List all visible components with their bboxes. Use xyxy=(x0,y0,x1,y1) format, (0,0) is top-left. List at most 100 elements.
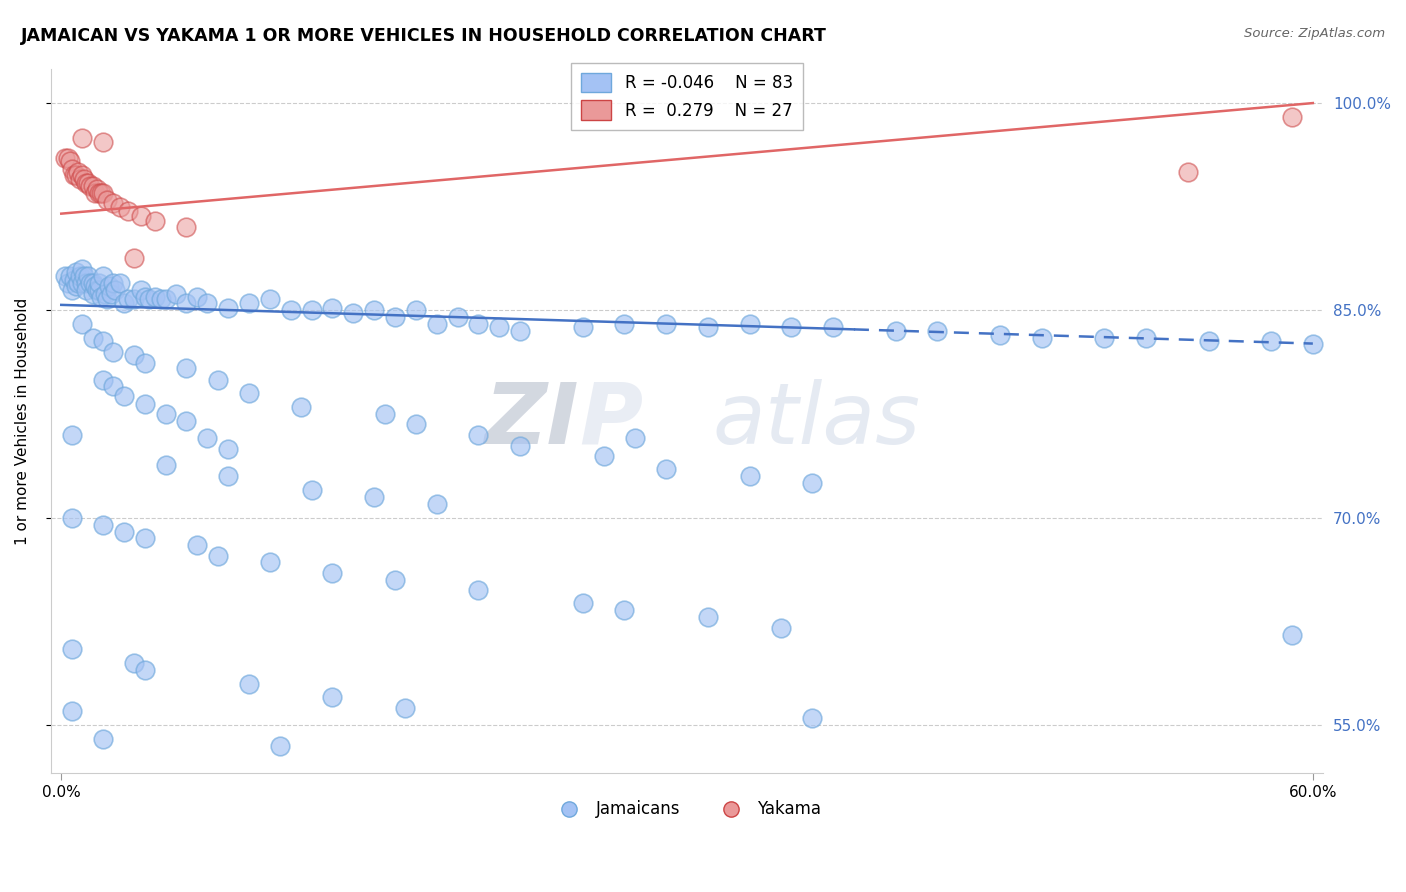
Text: JAMAICAN VS YAKAMA 1 OR MORE VEHICLES IN HOUSEHOLD CORRELATION CHART: JAMAICAN VS YAKAMA 1 OR MORE VEHICLES IN… xyxy=(21,27,827,45)
Point xyxy=(655,462,678,476)
Point xyxy=(290,400,312,414)
Point xyxy=(103,195,125,210)
Point xyxy=(60,283,83,297)
Point xyxy=(801,476,824,491)
Point xyxy=(134,289,156,303)
Point xyxy=(301,303,323,318)
Point xyxy=(87,186,110,200)
Point xyxy=(60,162,83,177)
Point xyxy=(195,431,218,445)
Point xyxy=(1177,165,1199,179)
Point xyxy=(79,179,101,194)
Point xyxy=(426,317,449,331)
Point xyxy=(384,310,406,325)
Point xyxy=(801,711,824,725)
Point xyxy=(79,276,101,290)
Point xyxy=(467,317,489,331)
Point xyxy=(1281,110,1303,124)
Point xyxy=(217,469,239,483)
Point xyxy=(342,306,364,320)
Point xyxy=(571,596,593,610)
Point xyxy=(103,379,125,393)
Point xyxy=(82,331,104,345)
Point xyxy=(738,317,761,331)
Point xyxy=(624,431,647,445)
Point xyxy=(426,497,449,511)
Point xyxy=(207,372,229,386)
Point xyxy=(467,427,489,442)
Point xyxy=(134,356,156,370)
Point xyxy=(103,276,125,290)
Point xyxy=(217,301,239,315)
Point xyxy=(56,276,79,290)
Point xyxy=(238,386,260,401)
Point xyxy=(780,320,803,334)
Point xyxy=(87,276,110,290)
Point xyxy=(59,154,82,169)
Point xyxy=(363,490,385,504)
Point xyxy=(59,268,82,283)
Point xyxy=(613,603,636,617)
Point xyxy=(134,532,156,546)
Point xyxy=(823,320,845,334)
Point xyxy=(77,176,100,190)
Point xyxy=(75,276,97,290)
Point xyxy=(134,663,156,677)
Point xyxy=(696,320,718,334)
Point xyxy=(509,324,531,338)
Point xyxy=(321,301,343,315)
Point xyxy=(65,278,87,293)
Point xyxy=(75,176,97,190)
Point xyxy=(394,701,416,715)
Point xyxy=(1031,331,1053,345)
Point xyxy=(207,549,229,564)
Point xyxy=(69,172,91,186)
Point xyxy=(96,193,118,207)
Point xyxy=(82,286,104,301)
Point xyxy=(56,152,79,166)
Point xyxy=(100,286,122,301)
Point xyxy=(488,320,510,334)
Point xyxy=(65,265,87,279)
Point xyxy=(117,203,139,218)
Point xyxy=(108,276,131,290)
Point xyxy=(655,317,678,331)
Point xyxy=(301,483,323,497)
Point xyxy=(769,621,792,635)
Point xyxy=(592,449,614,463)
Point xyxy=(55,152,77,166)
Point xyxy=(117,293,139,307)
Point xyxy=(73,268,96,283)
Point xyxy=(87,283,110,297)
Point xyxy=(60,704,83,718)
Point xyxy=(1302,336,1324,351)
Point xyxy=(374,407,396,421)
Point xyxy=(77,268,100,283)
Point xyxy=(195,296,218,310)
Point xyxy=(988,328,1011,343)
Point xyxy=(186,538,208,552)
Point xyxy=(73,172,96,186)
Point xyxy=(446,310,468,325)
Point xyxy=(155,458,177,473)
Point xyxy=(91,517,114,532)
Text: atlas: atlas xyxy=(713,379,921,462)
Point xyxy=(143,289,166,303)
Point xyxy=(138,293,160,307)
Point xyxy=(70,168,93,182)
Point xyxy=(62,273,84,287)
Point xyxy=(259,555,281,569)
Point xyxy=(90,289,112,303)
Point xyxy=(70,130,93,145)
Point xyxy=(927,324,949,338)
Point xyxy=(82,179,104,194)
Point xyxy=(91,135,114,149)
Point xyxy=(66,276,89,290)
Point xyxy=(122,251,145,265)
Point xyxy=(176,296,198,310)
Text: P: P xyxy=(579,379,643,462)
Point xyxy=(384,573,406,587)
Point xyxy=(467,582,489,597)
Point xyxy=(150,293,173,307)
Point xyxy=(509,439,531,453)
